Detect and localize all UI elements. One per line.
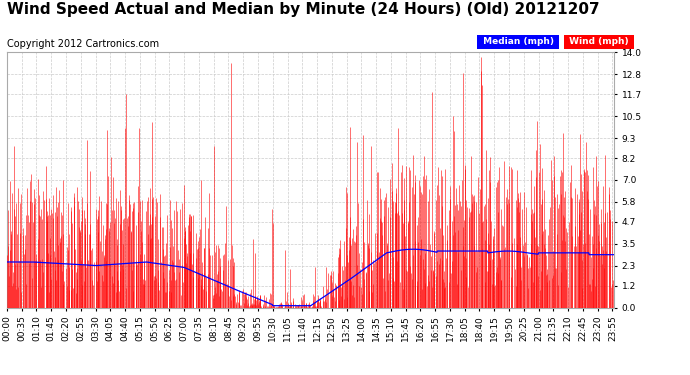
Text: Median (mph): Median (mph)	[480, 38, 557, 46]
Text: Wind Speed Actual and Median by Minute (24 Hours) (Old) 20121207: Wind Speed Actual and Median by Minute (…	[8, 2, 600, 17]
Text: Copyright 2012 Cartronics.com: Copyright 2012 Cartronics.com	[7, 39, 159, 50]
Text: Wind (mph): Wind (mph)	[566, 38, 631, 46]
